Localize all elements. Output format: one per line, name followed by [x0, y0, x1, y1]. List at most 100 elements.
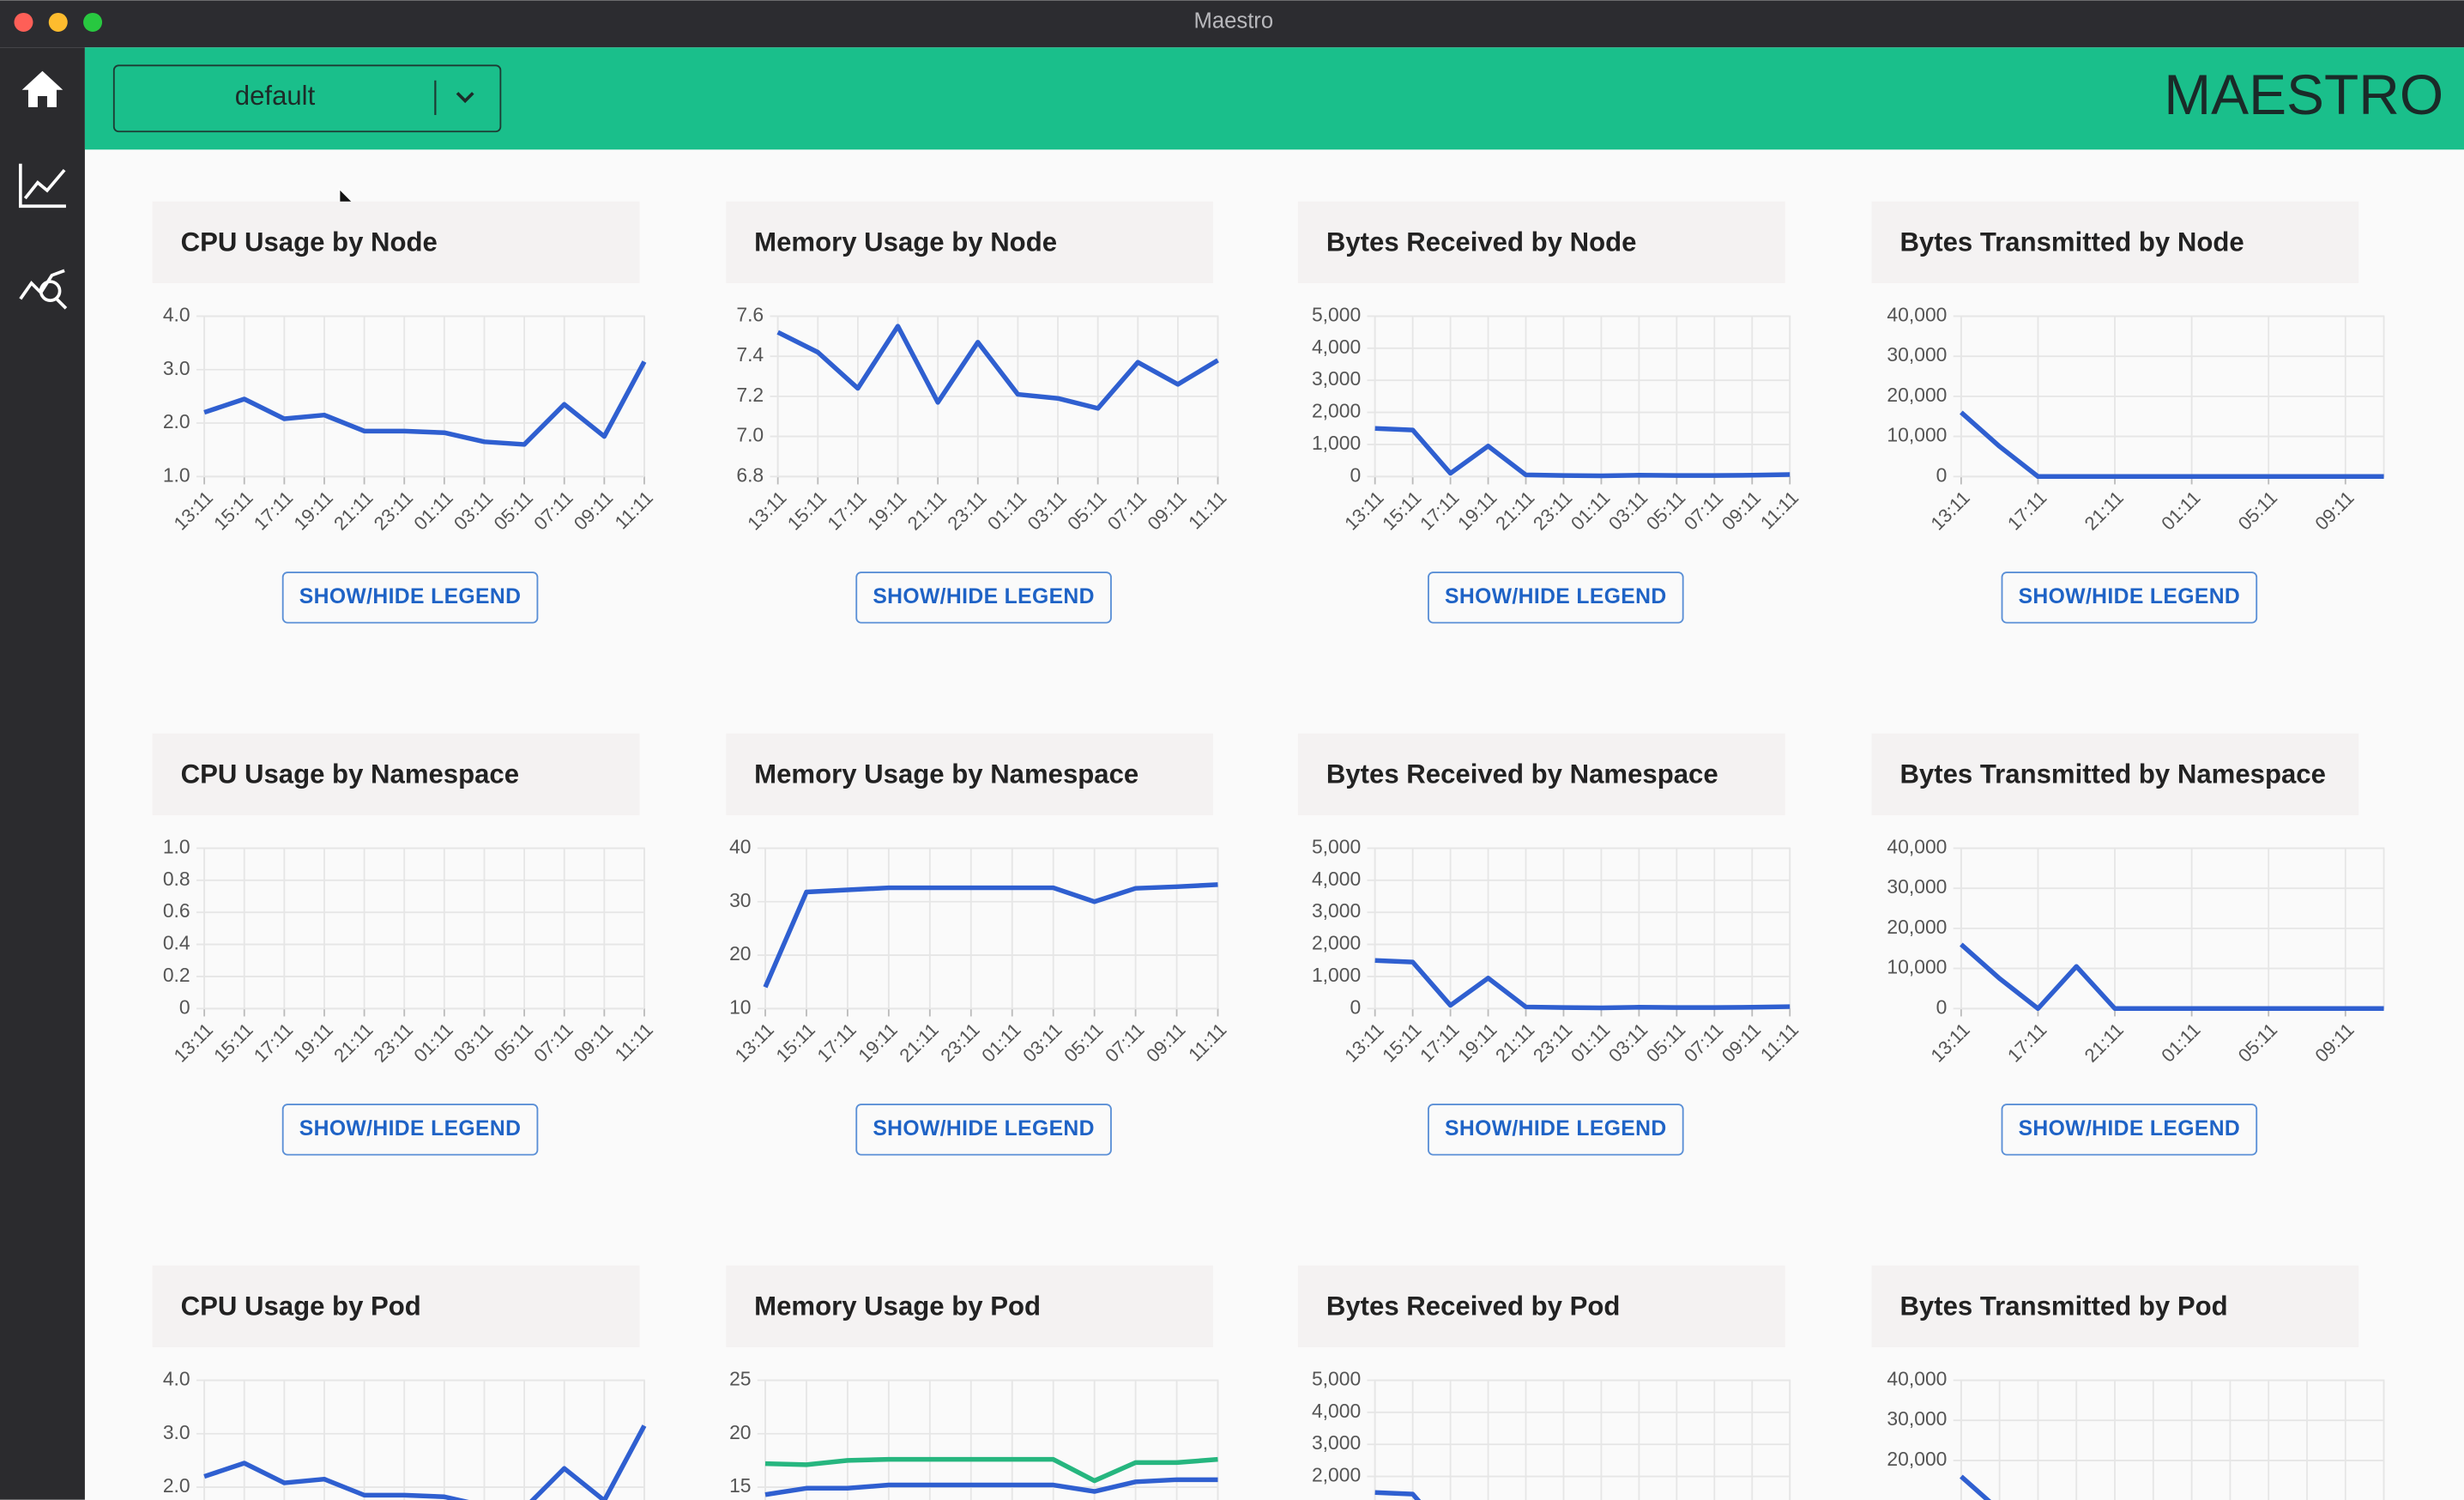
chart-title: Bytes Received by Namespace — [1326, 759, 1718, 789]
brand: MAESTRO — [2164, 63, 2443, 126]
y-tick-label: 4.0 — [163, 1368, 190, 1390]
y-tick-label: 30 — [729, 889, 751, 911]
button-frame — [855, 572, 1112, 624]
y-tick-label: 40 — [729, 836, 751, 858]
y-tick-label: 40,000 — [1887, 1368, 1947, 1390]
series-line — [1374, 958, 1791, 1011]
series-line — [764, 1456, 1218, 1484]
y-tick-label: 0 — [1936, 463, 1948, 486]
chart-title-box — [726, 201, 1214, 284]
plot-area — [203, 315, 645, 478]
y-tick-label: 2,000 — [1312, 932, 1361, 954]
y-tick-label: 3.0 — [163, 1421, 190, 1443]
chart-title: Bytes Received by Pod — [1326, 1291, 1621, 1321]
y-tick-label: 3,000 — [1312, 367, 1361, 390]
y-tick-label: 40,000 — [1887, 836, 1947, 858]
namespace-dropdown[interactable]: default — [112, 64, 502, 133]
chart-title: Bytes Received by Node — [1326, 227, 1637, 257]
plot-area — [1374, 1379, 1791, 1500]
show-hide-legend-button[interactable]: SHOW/HIDE LEGEND — [2001, 572, 2258, 624]
plot-area — [203, 847, 645, 1010]
chart-title: Bytes Transmitted by Node — [1899, 227, 2244, 257]
y-tick-label: 4,000 — [1312, 1400, 1361, 1422]
plot-area — [764, 847, 1219, 1010]
button-frame — [2001, 1104, 2258, 1156]
series-line — [203, 1424, 647, 1500]
button-frame — [2001, 572, 2258, 624]
show-hide-legend-button[interactable]: SHOW/HIDE LEGEND — [1428, 572, 1684, 624]
y-tick-label: 3,000 — [1312, 1431, 1361, 1454]
show-hide-legend-button[interactable]: SHOW/HIDE LEGEND — [855, 572, 1112, 624]
y-tick-label: 3.0 — [163, 357, 190, 379]
chart-title-box — [726, 1265, 1214, 1348]
button-label: SHOW/HIDE LEGEND — [2019, 1117, 2241, 1140]
close-button[interactable] — [14, 12, 33, 32]
chart-title-box — [1297, 201, 1785, 284]
chart-title-box — [1871, 201, 2359, 284]
plot-area — [1374, 847, 1791, 1010]
chart-title: CPU Usage by Node — [181, 227, 438, 257]
chart-card: Bytes Received by Pod 2,000 3,000 4,000 5,00… — [1297, 1265, 1791, 1500]
chart-card: Memory Usage by Pod 15 20 25 — [726, 1265, 1219, 1500]
title-bar — [0, 0, 2464, 48]
plot-area — [1374, 315, 1791, 478]
button-label: SHOW/HIDE LEGEND — [873, 1117, 1095, 1140]
y-tick-label: 0 — [1350, 463, 1361, 486]
charts: CPU Usage by Node13:1115:1117:1119:1121:… — [152, 201, 2385, 1500]
chart-card: Bytes Received by Namespace13:1115:1117:… — [1297, 733, 1803, 1156]
y-tick-label: 40,000 — [1887, 304, 1947, 326]
y-tick-label: 25 — [729, 1368, 751, 1390]
chart-title: Bytes Transmitted by Namespace — [1899, 759, 2325, 789]
home-icon[interactable] — [21, 70, 63, 107]
y-tick-label: 7.4 — [736, 343, 764, 366]
y-tick-label: 10 — [729, 995, 751, 1018]
y-tick-label: 1,000 — [1312, 432, 1361, 454]
y-tick-label: 20 — [729, 1421, 751, 1443]
button-label: SHOW/HIDE LEGEND — [873, 585, 1095, 608]
show-hide-legend-button[interactable]: SHOW/HIDE LEGEND — [2001, 1104, 2258, 1156]
window-title: Maestro — [1194, 9, 1274, 33]
chart-title-box — [152, 1265, 640, 1348]
button-label: SHOW/HIDE LEGEND — [299, 585, 522, 608]
chart-card: Bytes Received by Node13:1115:1117:1119:… — [1297, 201, 1803, 624]
button-label: SHOW/HIDE LEGEND — [299, 1117, 522, 1140]
show-hide-legend-button[interactable]: SHOW/HIDE LEGEND — [855, 1104, 1112, 1156]
button-label: SHOW/HIDE LEGEND — [1445, 1117, 1667, 1140]
minimize-button[interactable] — [48, 12, 68, 32]
show-hide-legend-button[interactable]: SHOW/HIDE LEGEND — [281, 1104, 539, 1156]
search-metrics-icon[interactable] — [19, 269, 68, 310]
button-label: SHOW/HIDE LEGEND — [2019, 585, 2241, 608]
button-frame — [855, 1104, 1112, 1156]
button-frame — [1428, 1104, 1684, 1156]
chart-card: Memory Usage by Namespace13:1115:1117:11… — [726, 733, 1230, 1156]
show-hide-legend-button[interactable]: SHOW/HIDE LEGEND — [1428, 1104, 1684, 1156]
y-tick-label: 2,000 — [1312, 400, 1361, 422]
series-line — [1960, 410, 2384, 480]
series-line — [203, 360, 647, 447]
chart-card: CPU Usage by Pod 2.0 3.0 4.0 — [152, 1265, 647, 1500]
y-tick-label: 4.0 — [163, 304, 190, 326]
y-tick-label: 7.0 — [736, 424, 764, 446]
y-tick-label: 2,000 — [1312, 1464, 1361, 1486]
dropdown-value: default — [235, 81, 316, 111]
chart-title: Memory Usage by Pod — [754, 1291, 1041, 1321]
y-tick-label: 7.6 — [736, 304, 764, 326]
y-tick-label: 7.2 — [736, 384, 764, 406]
series-line — [1960, 942, 2384, 1012]
y-tick-label: 15 — [729, 1474, 751, 1497]
y-tick-label: 0.8 — [163, 868, 190, 890]
chart-card: Bytes Transmitted by Pod 20,000 30,000 40,0… — [1871, 1265, 2385, 1500]
zoom-button[interactable] — [83, 12, 103, 32]
chart-title-box — [152, 733, 640, 816]
y-tick-label: 2.0 — [163, 1474, 190, 1497]
y-tick-label: 20 — [729, 942, 751, 965]
y-tick-label: 30,000 — [1887, 343, 1947, 366]
y-tick-label: 10,000 — [1887, 424, 1947, 446]
metrics-icon[interactable] — [18, 163, 66, 209]
show-hide-legend-button[interactable]: SHOW/HIDE LEGEND — [281, 572, 539, 624]
series-line — [763, 882, 1218, 989]
y-tick-label: 2.0 — [163, 410, 190, 432]
